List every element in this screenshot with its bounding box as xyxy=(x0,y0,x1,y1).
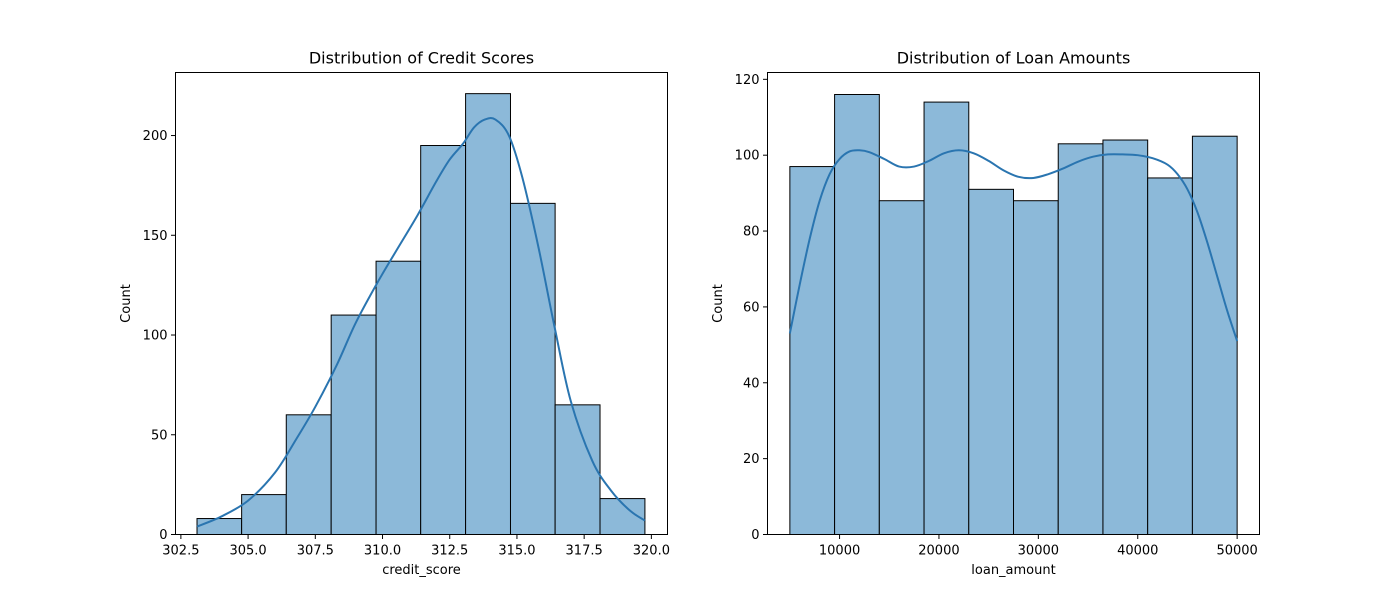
y-tick-label: 0 xyxy=(159,528,167,543)
x-tick-label: 20000 xyxy=(918,544,959,559)
chart-title: Distribution of Credit Scores xyxy=(309,49,534,68)
x-tick-label: 305.0 xyxy=(229,544,266,559)
y-tick-label: 200 xyxy=(143,129,168,144)
histogram-bar xyxy=(509,202,556,536)
histogram-bar xyxy=(375,260,422,535)
histogram-bar xyxy=(241,494,287,536)
histogram-bar xyxy=(1057,143,1104,535)
y-axis-label: Count xyxy=(711,284,726,323)
x-tick-label: 310.0 xyxy=(364,544,401,559)
x-tick-label: 10000 xyxy=(819,544,860,559)
histogram-bar xyxy=(1102,139,1149,536)
histogram-bar xyxy=(285,414,332,535)
histogram-bar xyxy=(923,101,970,535)
histogram-bar xyxy=(878,200,925,536)
x-tick-label: 317.5 xyxy=(566,544,603,559)
histogram-bars xyxy=(789,94,1238,536)
x-axis-ticks: 302.5 305.0 307.5 310.0 312.5 315.0 317.5 320.0 xyxy=(162,534,670,559)
histogram-bar xyxy=(1191,135,1238,535)
kde-curve xyxy=(196,117,646,528)
credit-score-histogram: Distribution of Credit Scores credit_sco… xyxy=(119,49,670,579)
histogram-bar xyxy=(196,518,243,535)
x-axis-label: credit_score xyxy=(382,563,461,578)
y-axis-ticks: 0 50 100 150 200 xyxy=(143,129,176,543)
x-tick-label: 50000 xyxy=(1216,544,1257,559)
histogram-bar xyxy=(420,145,467,535)
histogram-bar xyxy=(834,94,880,535)
plot-frame xyxy=(767,72,1260,535)
histogram-bar xyxy=(968,188,1015,536)
histogram-bar xyxy=(465,93,511,536)
y-tick-label: 40 xyxy=(743,376,760,391)
x-tick-label: 320.0 xyxy=(633,544,670,559)
y-axis-ticks: 0 20 40 60 80 100 120 xyxy=(735,73,768,543)
loan-amount-histogram: Distribution of Loan Amounts loan_amount… xyxy=(711,49,1260,578)
y-tick-label: 100 xyxy=(143,329,168,344)
x-tick-label: 40000 xyxy=(1117,544,1158,559)
x-tick-label: 302.5 xyxy=(162,544,199,559)
y-tick-label: 20 xyxy=(743,452,760,467)
histogram-bar xyxy=(1147,177,1193,535)
histogram-bar xyxy=(789,166,836,535)
plot-frame xyxy=(175,72,668,535)
y-axis-label: Count xyxy=(119,284,134,323)
y-tick-label: 0 xyxy=(751,528,759,543)
x-axis-ticks: 10000 20000 30000 40000 50000 xyxy=(819,534,1258,559)
y-tick-label: 80 xyxy=(743,225,760,240)
x-tick-label: 307.5 xyxy=(297,544,334,559)
histogram-bars xyxy=(196,93,646,536)
y-tick-label: 100 xyxy=(735,149,760,164)
histogram-bar xyxy=(330,314,377,535)
y-tick-label: 50 xyxy=(151,428,168,443)
chart-title: Distribution of Loan Amounts xyxy=(897,49,1131,68)
x-tick-label: 312.5 xyxy=(431,544,468,559)
y-tick-label: 60 xyxy=(743,300,760,315)
x-tick-label: 30000 xyxy=(1018,544,1059,559)
kde-curve xyxy=(788,149,1239,342)
x-tick-label: 315.0 xyxy=(498,544,535,559)
histogram-bar xyxy=(554,404,601,535)
y-tick-label: 150 xyxy=(143,229,168,244)
x-axis-label: loan_amount xyxy=(971,563,1055,578)
y-tick-label: 120 xyxy=(735,73,760,88)
histogram-bar xyxy=(1013,200,1059,536)
